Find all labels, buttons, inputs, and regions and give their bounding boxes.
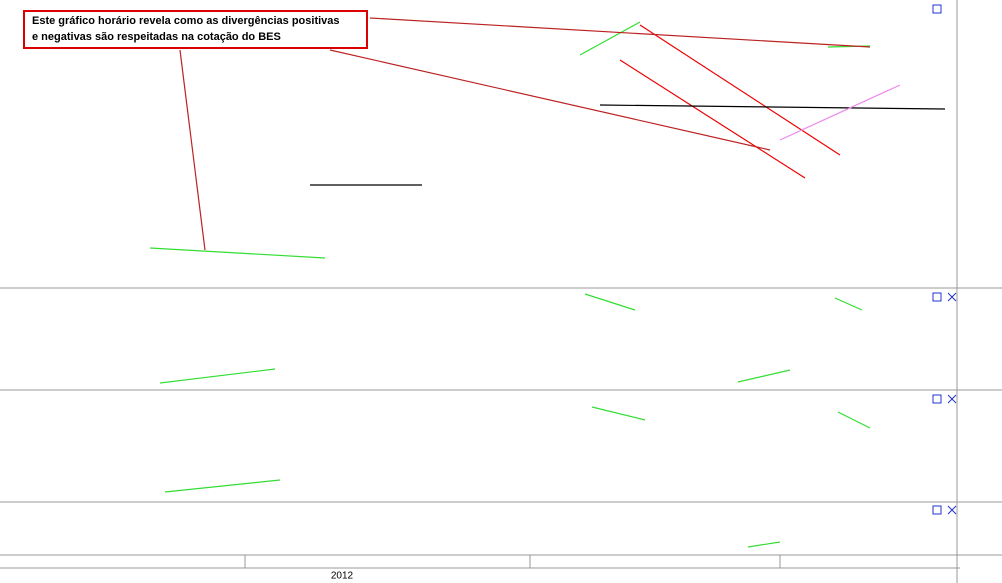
annotation-box [23,10,368,49]
trend-line [149,247,326,259]
trend-line [639,24,841,156]
annotation: Este gráfico horário revela como as dive… [32,15,340,27]
trend-line [579,21,641,56]
trend-line [584,293,636,311]
trend-line [837,411,871,429]
trend-line [779,84,901,141]
close-icon[interactable] [947,292,957,302]
trend-lines [149,17,946,548]
trend-line [737,369,791,383]
trend-line [159,368,276,384]
trend-line [619,59,806,179]
trend-line [834,297,863,311]
trend-line [747,541,781,548]
trend-line [599,104,946,110]
annotation: e negativas são respeitadas na cotação d… [32,31,281,43]
maximize-icon[interactable] [932,4,942,14]
maximize-icon[interactable] [932,292,942,302]
panel-icons[interactable] [932,4,957,515]
maximize-icon[interactable] [932,394,942,404]
trend-line [329,49,771,151]
maximize-icon[interactable] [932,505,942,515]
trend-line [369,17,871,48]
trend-line [179,49,206,251]
trend-line [591,406,646,421]
close-icon[interactable] [947,505,957,515]
close-icon[interactable] [947,394,957,404]
trend-line [164,479,281,493]
x-axis-label: 2012 [331,571,354,582]
